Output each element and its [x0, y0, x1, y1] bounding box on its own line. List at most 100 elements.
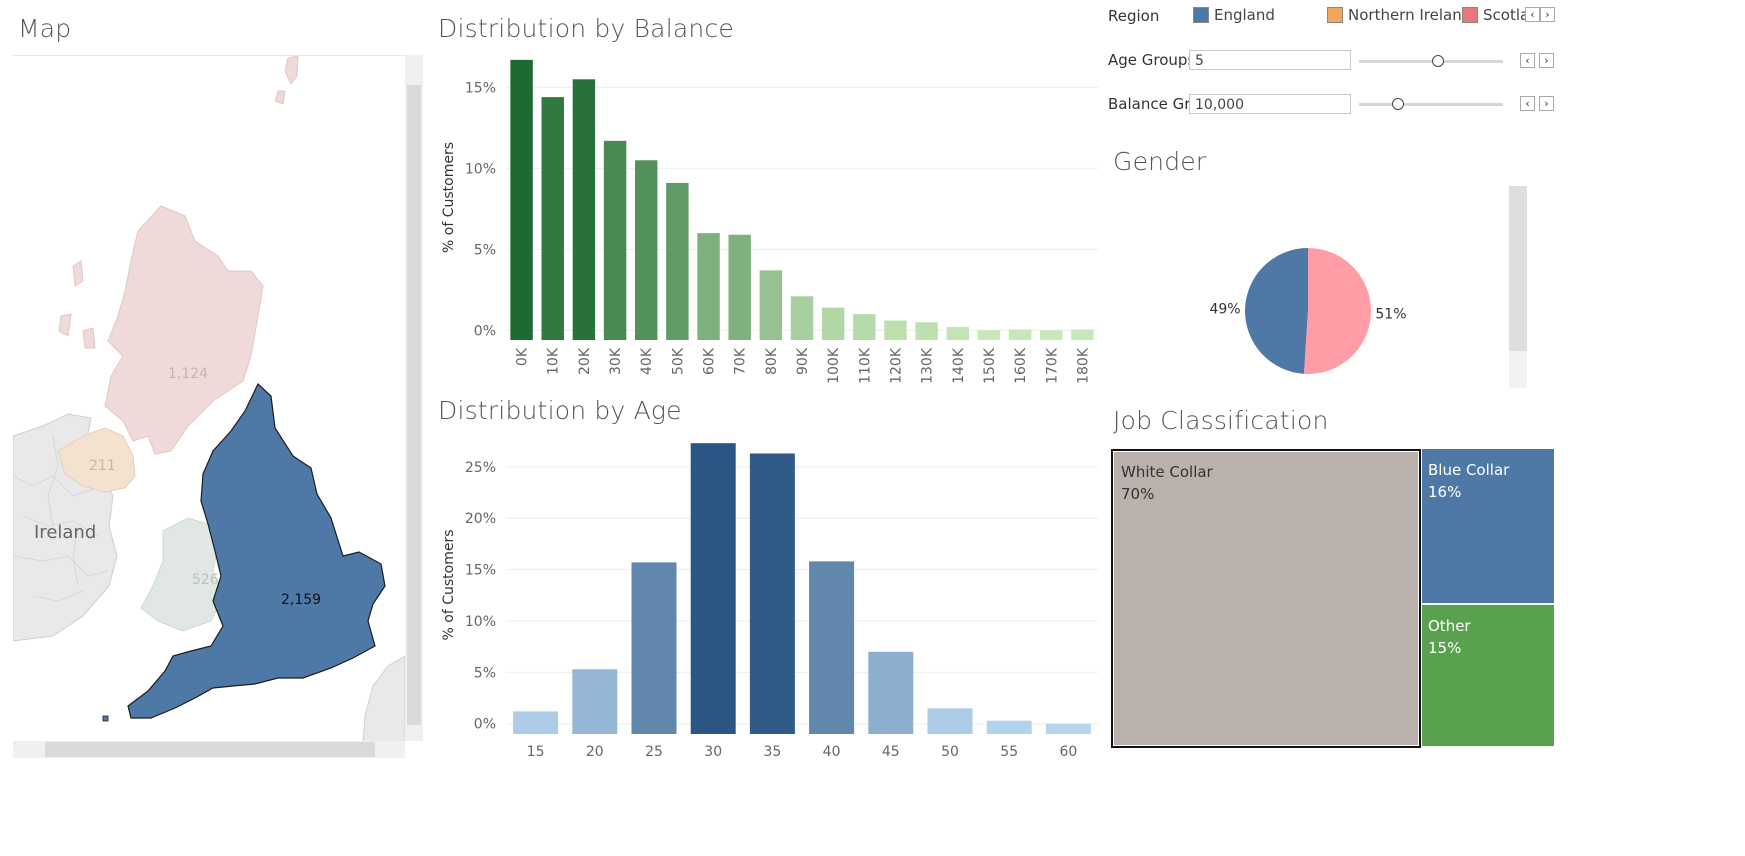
treemap-tile-blue-collar[interactable]: Blue Collar 16%: [1422, 449, 1554, 603]
age-xtick-label: 45: [882, 744, 900, 760]
age-xtick-label: 30: [704, 744, 722, 760]
gender-vertical-scroll-thumb[interactable]: [1509, 186, 1527, 351]
balance-bar-70K[interactable]: [728, 234, 751, 340]
treemap: White Collar 70% Blue Collar 16% Other 15%: [1111, 449, 1554, 748]
age-groups-next-button[interactable]: ›: [1539, 53, 1554, 68]
age-groups-prev-button[interactable]: ‹: [1520, 53, 1535, 68]
map-vertical-scroll-thumb[interactable]: [407, 85, 421, 725]
map-horizontal-scrollbar[interactable]: [13, 741, 405, 758]
age-xtick-label: 25: [645, 744, 663, 760]
balance-bar-60K[interactable]: [697, 233, 720, 340]
balance-bar-0K[interactable]: [510, 59, 533, 340]
balance-bar-130K[interactable]: [915, 322, 938, 340]
balance-bar-160K[interactable]: [1008, 329, 1032, 340]
age-groups-slider[interactable]: [1359, 54, 1503, 68]
balance-bar-170K[interactable]: [1040, 330, 1063, 340]
age-ytick-label: 5%: [474, 665, 496, 681]
balance-y-axis-title: % of Customers: [441, 142, 457, 253]
age-bar-45[interactable]: [868, 651, 914, 734]
balance-xtick-label: 10K: [546, 347, 562, 375]
balance-bar-110K[interactable]: [853, 314, 876, 340]
gender-pie-chart: 49% 51%: [1209, 248, 1407, 374]
age-groups-slider-handle[interactable]: [1431, 55, 1444, 67]
balance-bar-90K[interactable]: [790, 296, 814, 340]
balance-ytick-label: 5%: [474, 242, 496, 258]
age-chart-title: Distribution by Age: [438, 396, 682, 425]
age-xtick-label: 50: [941, 744, 959, 760]
treemap-tile-white-collar[interactable]: White Collar 70%: [1111, 449, 1421, 748]
age-bar-40[interactable]: [809, 561, 855, 734]
balance-bar-50K[interactable]: [666, 182, 689, 340]
balance-bar-180K[interactable]: [1071, 329, 1094, 340]
legend-swatch-northern-ireland[interactable]: [1327, 7, 1343, 23]
balance-xtick-label: 110K: [857, 347, 873, 384]
map-label-ireland: Ireland: [34, 522, 96, 543]
age-bar-35[interactable]: [749, 453, 795, 734]
gender-pie-slice-0[interactable]: [1245, 248, 1308, 374]
legend-swatch-england[interactable]: [1193, 7, 1209, 23]
balance-ytick-label: 10%: [465, 161, 496, 177]
balance-bar-150K[interactable]: [977, 330, 1001, 340]
legend-swatch-scotland[interactable]: [1462, 7, 1478, 23]
balance-xtick-label: 0K: [515, 347, 531, 366]
balance-groups-slider-handle[interactable]: [1392, 98, 1404, 110]
legend-label-northern-ireland[interactable]: Northern Ireland: [1348, 6, 1472, 24]
legend-label-scotland[interactable]: Scotlar: [1483, 6, 1525, 24]
balance-xtick-label: 130K: [920, 347, 936, 384]
age-xtick-label: 60: [1059, 744, 1077, 760]
age-groups-input[interactable]: 5: [1189, 50, 1351, 70]
age-ytick-label: 25%: [465, 460, 496, 476]
map-view[interactable]: 1,124 211 526 2,159 Ireland: [13, 55, 405, 742]
region-england[interactable]: [127, 383, 386, 719]
map-title: Map: [18, 14, 72, 43]
balance-xtick-label: 90K: [795, 347, 811, 375]
age-bar-20[interactable]: [572, 669, 618, 734]
balance-groups-prev-button[interactable]: ‹: [1520, 96, 1535, 111]
map-label-wales: 526: [192, 572, 219, 588]
age-chart: 25% 20% 15% 10% 5% 0% % of Customers 15 20 25 30 35…: [441, 443, 1098, 760]
region-northern-ireland[interactable]: [57, 427, 136, 493]
legend-next-button[interactable]: ›: [1540, 7, 1555, 22]
age-bar-25[interactable]: [631, 562, 677, 734]
age-bar-15[interactable]: [513, 711, 559, 734]
map-vertical-scrollbar[interactable]: [405, 55, 423, 741]
age-xtick-label: 15: [527, 744, 545, 760]
map-horizontal-scroll-thumb[interactable]: [45, 742, 375, 757]
gender-chart-title: Gender: [1113, 147, 1207, 176]
treemap-label-other: Other 15%: [1428, 617, 1471, 657]
legend-prev-button[interactable]: ‹: [1525, 7, 1540, 22]
balance-bar-120K[interactable]: [884, 320, 907, 340]
map-label-scotland: 1,124: [168, 366, 208, 382]
scotland-islands: [58, 56, 299, 349]
age-bar-50[interactable]: [927, 708, 973, 734]
region-scotland[interactable]: [104, 205, 264, 455]
age-ytick-label: 15%: [465, 563, 496, 579]
balance-bar-40K[interactable]: [634, 160, 658, 340]
age-y-axis-title: % of Customers: [441, 530, 457, 641]
balance-xtick-label: 50K: [670, 347, 686, 375]
balance-groups-next-button[interactable]: ›: [1539, 96, 1554, 111]
gender-vertical-scrollbar[interactable]: [1509, 186, 1527, 388]
balance-xtick-label: 40K: [639, 347, 655, 375]
age-ytick-label: 0%: [474, 717, 496, 733]
continent-shape: [362, 655, 405, 742]
gender-pie-label-1: 51%: [1375, 307, 1406, 323]
gender-pie-slice-1[interactable]: [1304, 248, 1371, 374]
age-bar-30[interactable]: [690, 443, 736, 734]
balance-bar-140K[interactable]: [946, 327, 970, 340]
balance-xtick-label: 100K: [826, 347, 842, 384]
balance-bar-100K[interactable]: [821, 307, 845, 340]
job-chart-title: Job Classification: [1113, 406, 1329, 435]
balance-groups-slider[interactable]: [1359, 97, 1503, 111]
balance-xtick-label: 180K: [1075, 347, 1091, 384]
legend-label-england[interactable]: England: [1214, 6, 1275, 24]
treemap-tile-other[interactable]: Other 15%: [1422, 605, 1554, 746]
balance-xtick-label: 150K: [982, 347, 998, 384]
age-bar-55[interactable]: [986, 720, 1032, 734]
age-bar-60[interactable]: [1045, 723, 1091, 734]
balance-bar-80K[interactable]: [759, 270, 783, 340]
balance-bar-10K[interactable]: [541, 97, 564, 341]
balance-bar-30K[interactable]: [603, 140, 627, 340]
balance-bar-20K[interactable]: [572, 79, 596, 341]
balance-groups-input[interactable]: 10,000: [1189, 94, 1351, 114]
